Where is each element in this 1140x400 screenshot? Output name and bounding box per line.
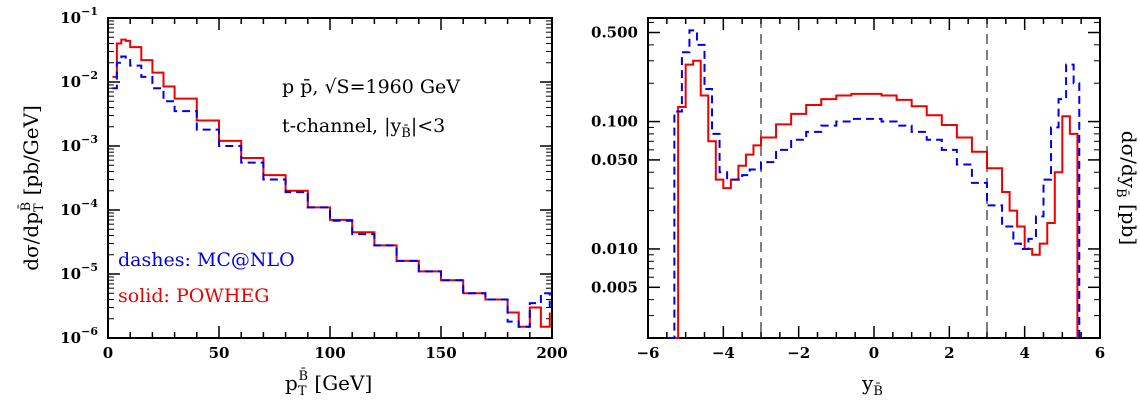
left-ytick-1e-4: 10−4 xyxy=(60,197,98,219)
process-annotation: p p̄, √S=1960 GeV xyxy=(282,76,460,98)
right-xtick-4: 4 xyxy=(1019,344,1029,362)
right-ytick-0.010: 0.010 xyxy=(591,240,638,258)
legend-powheg: solid: POWHEG xyxy=(118,285,269,307)
right-x-tick-labels: −6 −4 −2 0 2 4 6 xyxy=(636,344,1105,362)
cut-annotation: t-channel, |yB̄|<3 xyxy=(282,115,445,141)
left-ytick-1e-5: 10−5 xyxy=(60,261,98,283)
left-y-axis-label: dσ/dpTB̄ [pb/GeV] xyxy=(18,105,47,271)
left-y-tick-labels: 10−1 10−2 10−3 10−4 10−5 10−6 xyxy=(60,5,98,347)
left-x-tick-labels: 0 50 100 150 200 xyxy=(103,344,568,362)
right-ytick-0.500: 0.500 xyxy=(591,24,638,42)
legend-mcatnlo: dashes: MC@NLO xyxy=(118,249,295,271)
left-xtick-150: 150 xyxy=(425,344,456,362)
right-xtick-2: 2 xyxy=(944,344,954,362)
left-ytick-1e-3: 10−3 xyxy=(60,133,98,155)
pt-series-mcatnlo xyxy=(112,55,551,328)
right-xtick-0: 0 xyxy=(869,344,879,362)
right-axis-ticks xyxy=(647,18,1101,338)
right-xtick-m4: −4 xyxy=(712,344,735,362)
left-axis-ticks xyxy=(107,17,553,339)
left-series-group xyxy=(112,38,551,328)
left-xtick-200: 200 xyxy=(536,344,567,362)
rapidity-series-powheg xyxy=(668,59,1079,339)
right-ytick-0.005: 0.005 xyxy=(591,278,638,296)
right-x-axis-label: yB̄ xyxy=(861,371,883,399)
left-x-axis-label: pTB̄ [GeV] xyxy=(285,368,372,399)
right-xtick-m6: −6 xyxy=(636,344,659,362)
left-xtick-100: 100 xyxy=(314,344,345,362)
right-series-group xyxy=(668,29,1081,339)
right-y-axis-label: dσ/dyB̄ [pb] xyxy=(1113,131,1140,245)
right-xtick-m2: −2 xyxy=(787,344,810,362)
left-xtick-50: 50 xyxy=(209,344,230,362)
right-vertical-lines xyxy=(760,18,988,338)
right-y-tick-labels: 0.005 0.010 0.050 0.100 0.500 xyxy=(591,24,638,297)
left-ytick-1e-2: 10−2 xyxy=(60,69,98,91)
left-ytick-1e-6: 10−6 xyxy=(60,325,98,347)
right-xtick-6: 6 xyxy=(1095,344,1105,362)
right-ytick-0.100: 0.100 xyxy=(591,113,638,131)
left-xtick-0: 0 xyxy=(103,344,113,362)
right-ytick-0.050: 0.050 xyxy=(591,151,638,169)
rapidity-series-mcatnlo xyxy=(668,29,1081,339)
left-ytick-1e-1: 10−1 xyxy=(60,5,98,27)
